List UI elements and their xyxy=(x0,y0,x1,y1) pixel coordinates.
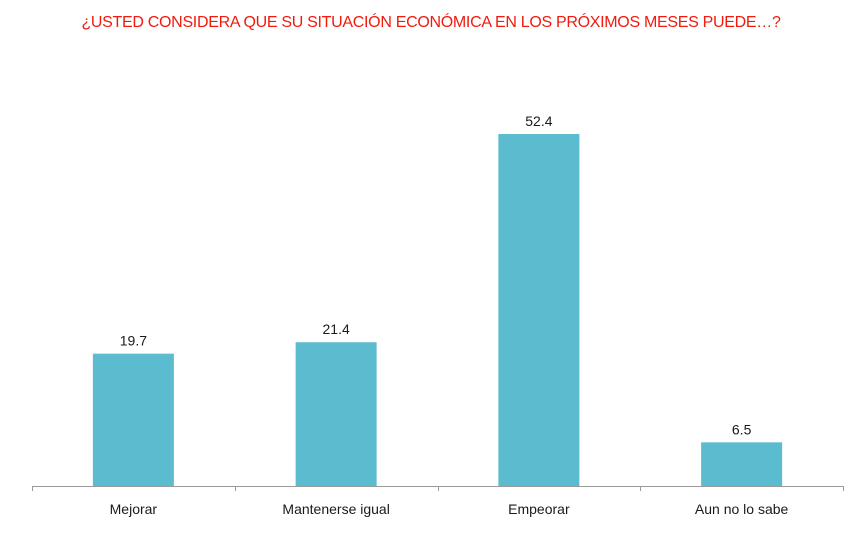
bar-mejorar xyxy=(92,353,174,486)
bar-empeorar xyxy=(498,134,580,486)
x-tick-label: Aun no lo sabe xyxy=(695,501,789,517)
bars-layer xyxy=(92,134,783,486)
data-label: 19.7 xyxy=(120,333,147,349)
x-tick-label: Mejorar xyxy=(110,501,158,517)
data-label: 21.4 xyxy=(323,321,350,337)
x-axis xyxy=(32,486,844,491)
x-tick-label: Empeorar xyxy=(508,501,570,517)
labels-layer: 19.7 Mejorar 21.4 Mantenerse igual 52.4 Empeo… xyxy=(110,113,789,517)
chart-title: ¿USTED CONSIDERA QUE SU SITUACIÓN ECONÓM… xyxy=(81,14,781,31)
data-label: 6.5 xyxy=(732,421,752,437)
x-tick-label: Mantenerse igual xyxy=(282,501,389,517)
bar-aun-no-lo-sabe xyxy=(701,442,783,486)
bar-mantenerse-igual xyxy=(295,342,377,486)
data-label: 52.4 xyxy=(525,113,552,129)
